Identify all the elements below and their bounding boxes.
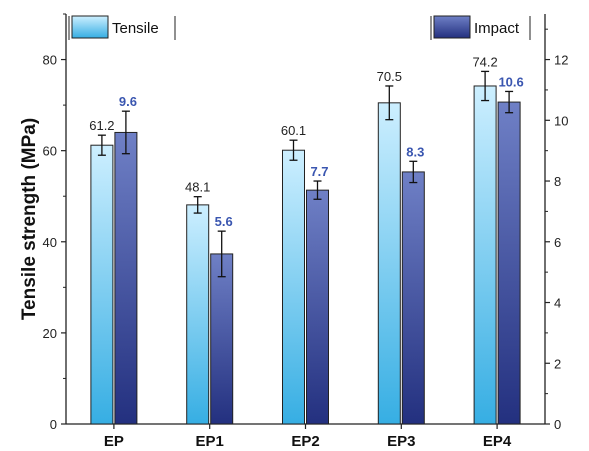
legend-tensile-swatch [71,15,109,39]
category-label: EP2 [291,433,319,450]
tensile-value-label: 70.5 [377,69,402,84]
category-label: EP4 [483,433,512,450]
left-tick-label: 0 [50,417,57,432]
category-label: EP [104,433,124,450]
legend-impact-label: Impact [474,20,520,37]
tensile-bar [282,149,305,425]
left-tick-label: 20 [43,326,57,341]
impact-bar [306,189,329,425]
impact-value-label: 10.6 [498,74,523,89]
bars-group: 61.2 9.6 48.1 5.6 60.1 7.7 70.5 8.3 74.210.6 [89,54,524,425]
impact-bar [401,171,425,425]
impact-bar [114,131,138,425]
tensile-value-label: 61.2 [89,118,114,133]
legend-impact-swatch [433,15,471,39]
impact-value-label: 5.6 [215,214,233,229]
left-tick-label: 60 [43,144,57,159]
right-tick-label: 0 [554,417,561,432]
legend-impact: Impact [430,15,531,40]
category-ticks: EP EP1 EP2 EP3 EP4 [104,424,512,450]
impact-bar [210,253,234,425]
impact-value-label: 7.7 [310,164,328,179]
impact-value-label: 9.6 [119,94,137,109]
y-axis-label: Tensile strength (MPa) [19,118,40,320]
legend-tensile-label: Tensile [112,20,159,37]
tensile-bar [90,144,114,425]
tensile-bar [377,102,401,425]
tensile-bar [473,85,497,425]
left-tick-label: 80 [43,53,57,68]
tensile-value-label: 60.1 [281,123,306,138]
category-label: EP1 [196,433,224,450]
tensile-value-label: 74.2 [472,54,497,69]
right-tick-label: 2 [554,356,561,371]
tensile-bar [186,204,210,425]
right-tick-label: 6 [554,235,561,250]
right-axis-ticks: 0 2 4 6 8 10 12 [545,28,568,432]
legend-tensile: Tensile [68,15,176,40]
right-tick-label: 12 [554,53,568,68]
left-tick-label: 40 [43,235,57,250]
category-label: EP3 [387,433,415,450]
left-axis-ticks: 0 20 40 60 80 [43,13,66,432]
right-tick-label: 8 [554,174,561,189]
tensile-value-label: 48.1 [185,180,210,195]
right-tick-label: 4 [554,296,561,311]
impact-bar [497,101,521,425]
impact-value-label: 8.3 [406,144,424,159]
right-tick-label: 10 [554,113,568,128]
